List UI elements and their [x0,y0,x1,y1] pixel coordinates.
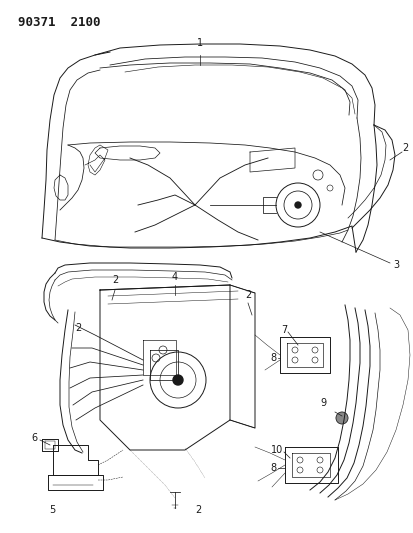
Text: 2: 2 [195,505,201,515]
Text: 3: 3 [392,260,398,270]
Text: 4: 4 [171,272,178,282]
Text: 8: 8 [270,353,276,363]
Circle shape [294,202,300,208]
Text: 1: 1 [197,38,202,48]
Text: 5: 5 [49,505,55,515]
Text: 9: 9 [319,398,325,408]
Text: 2: 2 [112,275,118,285]
Text: 2: 2 [244,290,251,300]
Text: 2: 2 [401,143,407,153]
Text: 2: 2 [76,323,82,333]
Text: 10: 10 [270,445,282,455]
Text: 7: 7 [280,325,286,335]
Text: 6: 6 [32,433,38,443]
Circle shape [173,375,183,385]
Text: 90371  2100: 90371 2100 [18,16,100,29]
Text: 8: 8 [270,463,276,473]
Circle shape [335,412,347,424]
